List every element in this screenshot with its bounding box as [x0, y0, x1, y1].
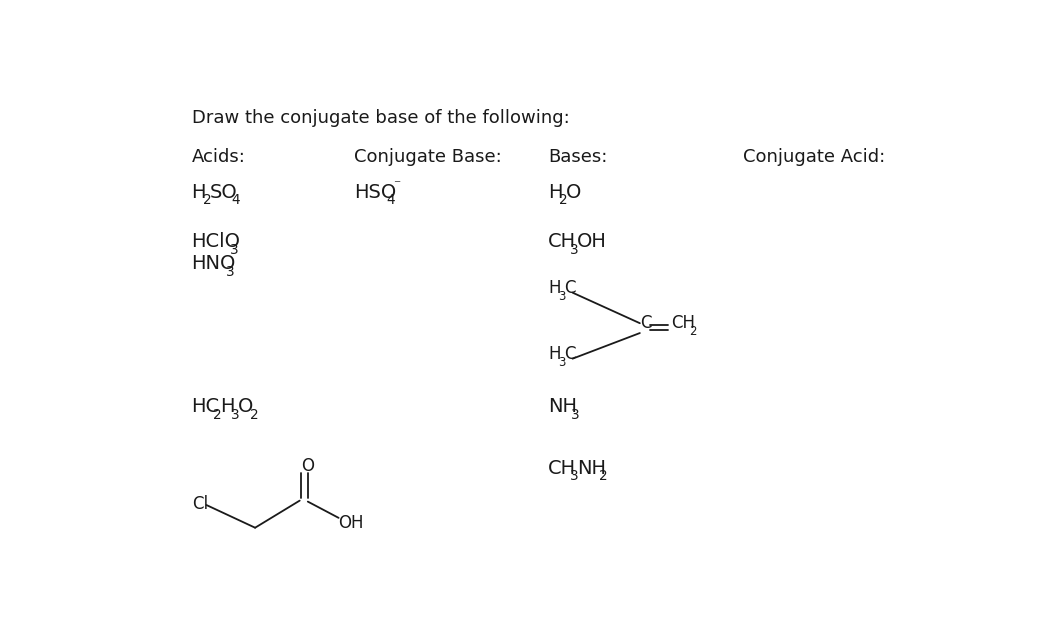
Text: C: C — [640, 314, 652, 332]
Text: OH: OH — [576, 232, 607, 251]
Text: CH: CH — [548, 458, 576, 477]
Text: Cl: Cl — [192, 495, 208, 513]
Text: 3: 3 — [558, 289, 565, 303]
Text: 2: 2 — [689, 325, 697, 338]
Text: OH: OH — [339, 514, 364, 532]
Text: 4: 4 — [386, 193, 395, 207]
Text: 2: 2 — [599, 469, 608, 483]
Text: CH: CH — [670, 314, 695, 332]
Text: HClO: HClO — [191, 232, 241, 251]
Text: 4: 4 — [231, 193, 240, 207]
Text: Acids:: Acids: — [191, 148, 246, 166]
Text: 2: 2 — [560, 193, 568, 207]
Text: ⁻: ⁻ — [393, 179, 401, 193]
Text: Conjugate Base:: Conjugate Base: — [354, 148, 501, 166]
Text: C: C — [564, 278, 575, 297]
Text: H: H — [548, 182, 563, 202]
Text: H: H — [220, 397, 234, 416]
Text: 3: 3 — [571, 408, 579, 422]
Text: 3: 3 — [570, 243, 578, 257]
Text: O: O — [301, 457, 315, 475]
Text: O: O — [237, 397, 253, 416]
Text: H: H — [548, 345, 561, 363]
Text: CH: CH — [548, 232, 576, 251]
Text: HNO: HNO — [191, 254, 236, 273]
Text: 2: 2 — [203, 193, 211, 207]
Text: 3: 3 — [570, 469, 578, 483]
Text: 3: 3 — [226, 265, 234, 279]
Text: NH: NH — [576, 458, 606, 477]
Text: Bases:: Bases: — [548, 148, 608, 166]
Text: 3: 3 — [558, 356, 565, 369]
Text: HC: HC — [191, 397, 220, 416]
Text: 2: 2 — [213, 408, 222, 422]
Text: HSO: HSO — [354, 182, 396, 202]
Text: NH: NH — [548, 397, 577, 416]
Text: H: H — [548, 278, 561, 297]
Text: H: H — [191, 182, 206, 202]
Text: 3: 3 — [231, 408, 240, 422]
Text: SO: SO — [209, 182, 237, 202]
Text: 3: 3 — [229, 243, 238, 257]
Text: Conjugate Acid:: Conjugate Acid: — [743, 148, 885, 166]
Text: O: O — [566, 182, 582, 202]
Text: C: C — [564, 345, 575, 363]
Text: Draw the conjugate base of the following:: Draw the conjugate base of the following… — [191, 109, 569, 127]
Text: 2: 2 — [250, 408, 258, 422]
